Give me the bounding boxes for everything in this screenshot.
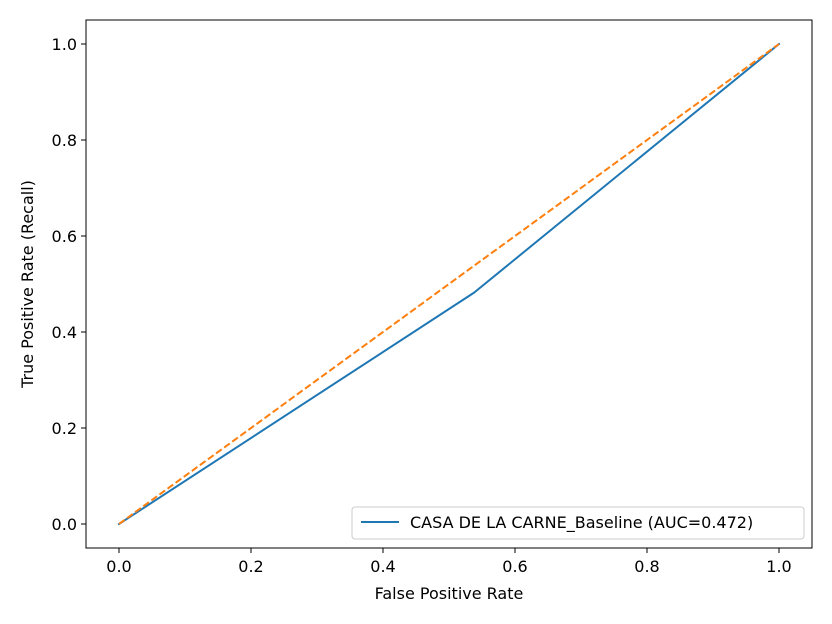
y-tick-label: 0.6: [52, 227, 77, 246]
chance-diagonal-line: [118, 43, 780, 525]
legend-entry-label: CASA DE LA CARNE_Baseline (AUC=0.472): [410, 513, 753, 533]
y-tick-label: 1.0: [52, 35, 77, 54]
y-tick-label: 0.2: [52, 419, 77, 438]
y-axis-label: True Positive Rate (Recall): [18, 180, 37, 389]
x-tick-label: 0.2: [238, 557, 263, 576]
roc-curve-line: [117, 42, 781, 526]
x-tick-label: 0.0: [106, 557, 131, 576]
x-tick-label: 0.4: [370, 557, 395, 576]
x-axis-label: False Positive Rate: [375, 584, 524, 603]
y-tick-label: 0.4: [52, 323, 77, 342]
x-tick-label: 0.6: [502, 557, 527, 576]
legend: CASA DE LA CARNE_Baseline (AUC=0.472): [351, 506, 805, 540]
axes-frame: [85, 19, 813, 549]
x-tick-label: 0.8: [634, 557, 659, 576]
x-tick-label: 1.0: [766, 557, 791, 576]
tick-marks: 0.0 0.2 0.4 0.6 0.8 1.0 0.0 0.2 0.4 0.6 0.8 1.0: [52, 35, 792, 576]
series-lines: [117, 42, 781, 526]
y-tick-label: 0.0: [52, 515, 77, 534]
legend-box: [351, 506, 805, 540]
y-tick-label: 0.8: [52, 131, 77, 150]
